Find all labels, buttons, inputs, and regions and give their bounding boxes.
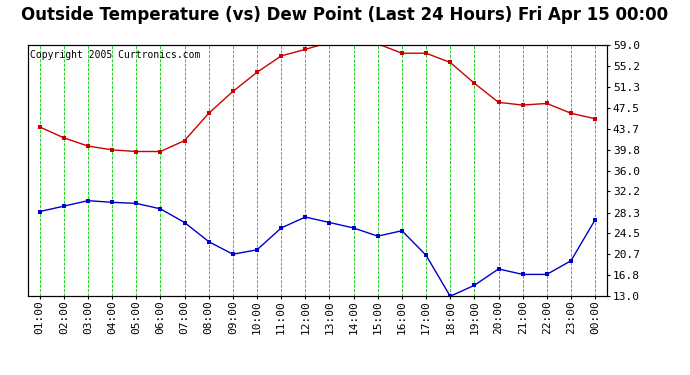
Text: Copyright 2005 Curtronics.com: Copyright 2005 Curtronics.com (30, 50, 201, 60)
Text: Outside Temperature (vs) Dew Point (Last 24 Hours) Fri Apr 15 00:00: Outside Temperature (vs) Dew Point (Last… (21, 6, 669, 24)
